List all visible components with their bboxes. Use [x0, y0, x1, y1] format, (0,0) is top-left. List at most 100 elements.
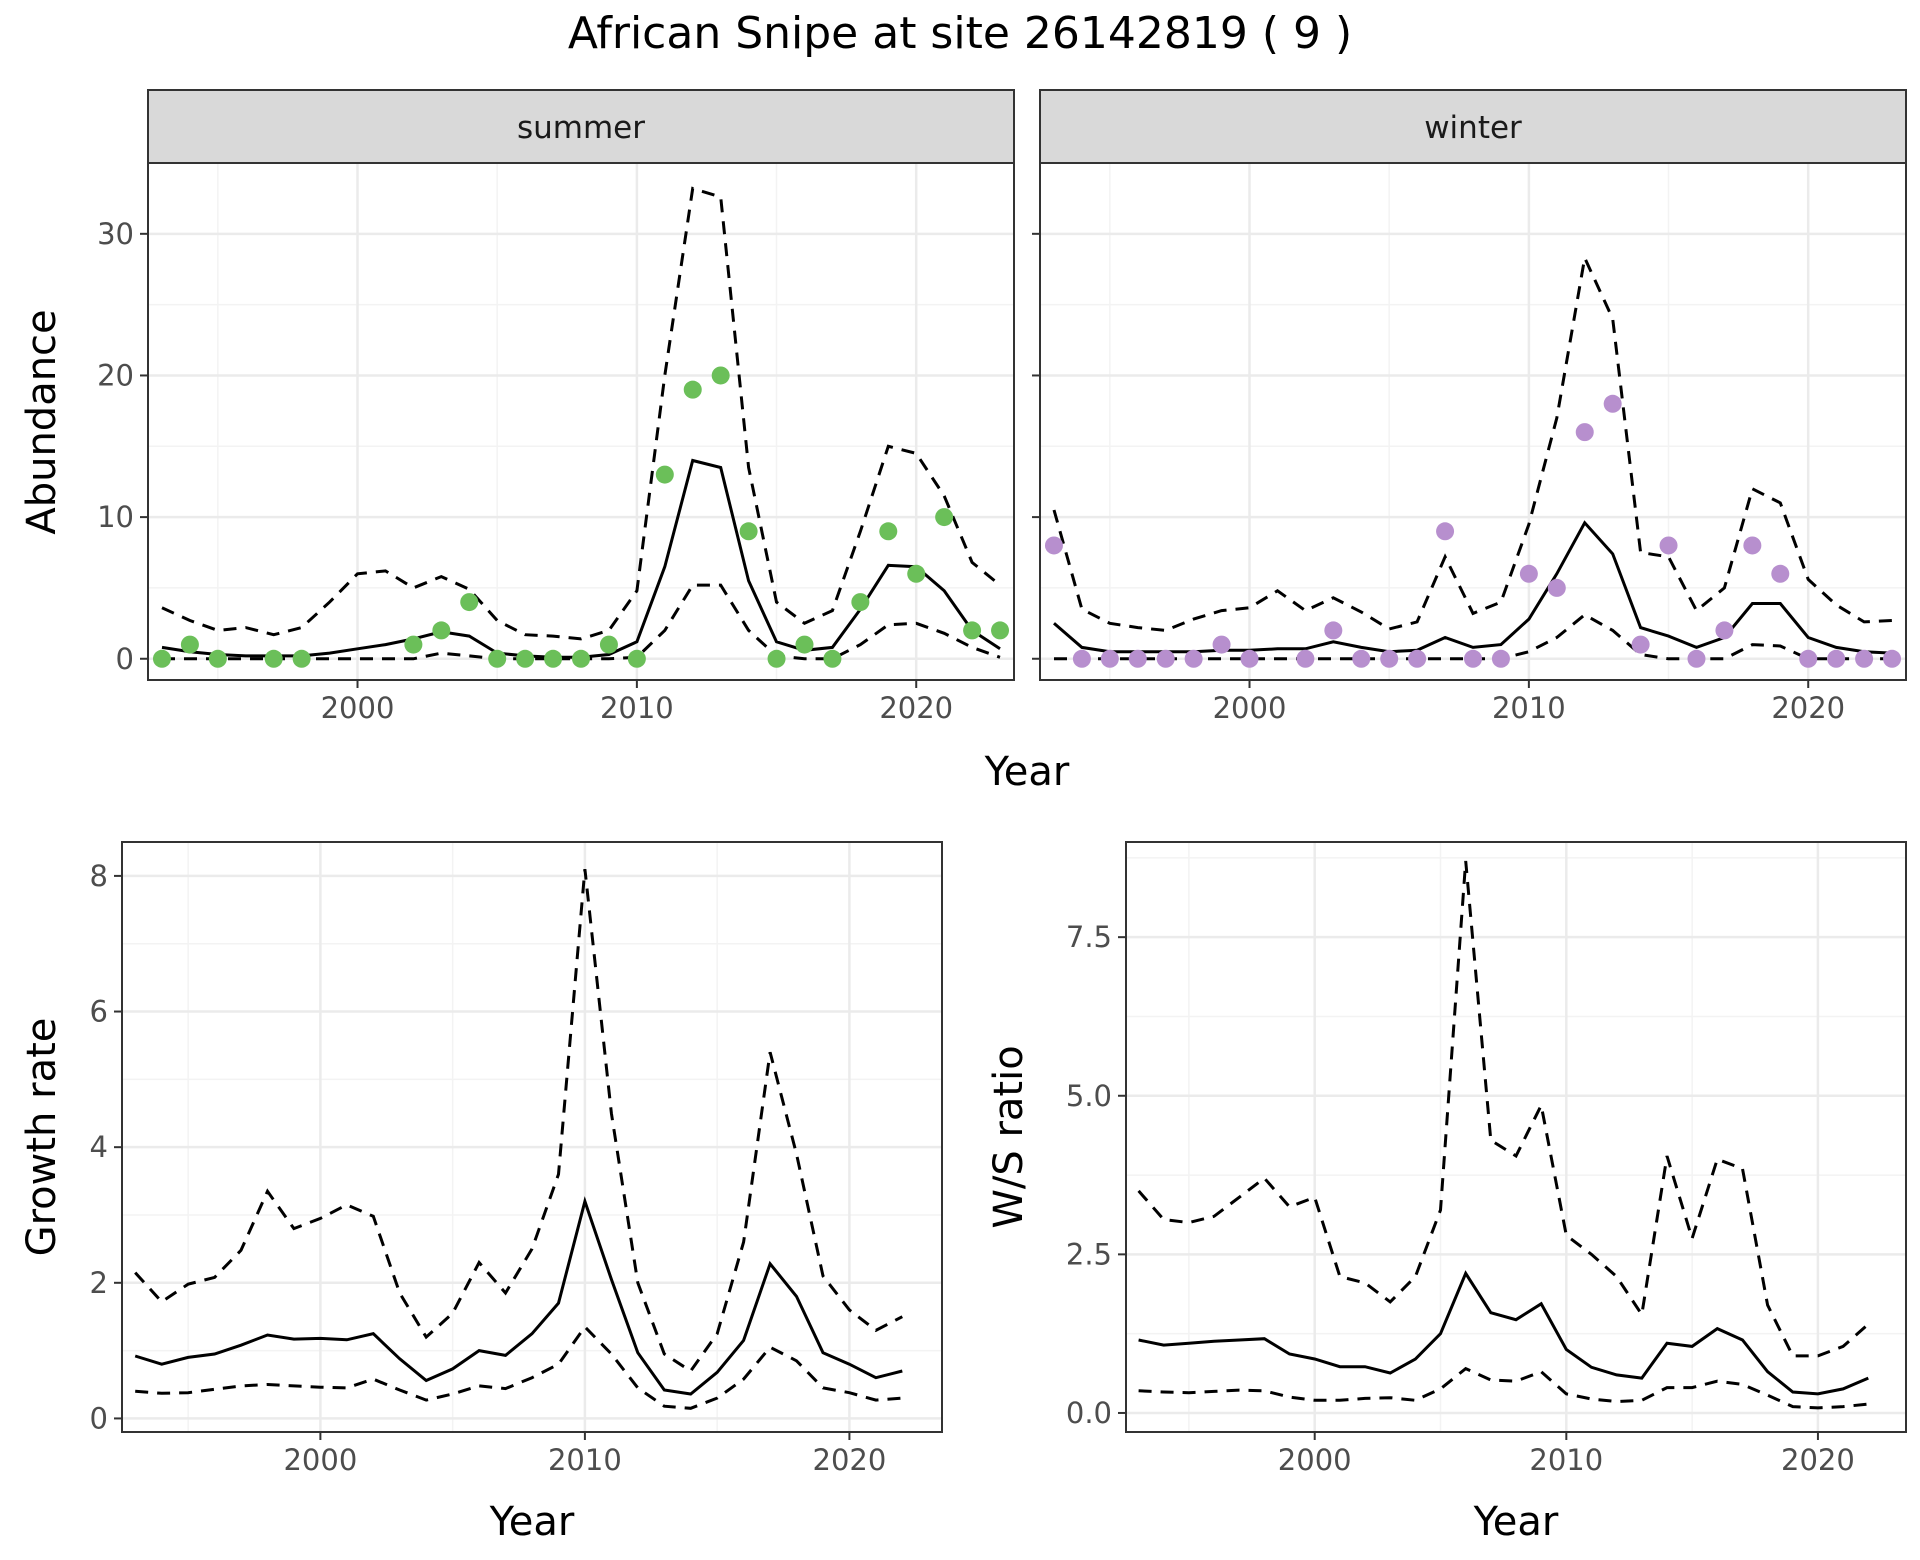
observed-point	[1575, 423, 1594, 442]
observed-point	[516, 649, 535, 668]
facet-winter: winter 2000 2010 2020	[1032, 89, 1907, 725]
observed-point	[1547, 578, 1566, 597]
observed-point	[1519, 564, 1538, 583]
x-axis-title: Year	[1473, 1499, 1559, 1545]
y-axis-title: Growth rate	[19, 1018, 65, 1257]
x-tick-label: 2010	[600, 691, 674, 725]
observed-point	[683, 380, 702, 399]
observed-point	[1743, 536, 1762, 555]
observed-point	[1771, 564, 1790, 583]
x-tick-label: 2000	[1278, 1443, 1352, 1477]
observed-point	[767, 649, 786, 668]
observed-point	[1072, 649, 1091, 668]
observed-point	[264, 649, 283, 668]
observed-point	[935, 508, 954, 527]
y-tick-label: 0	[116, 642, 134, 676]
observed-point	[739, 522, 758, 541]
observed-point	[991, 621, 1010, 640]
observed-point	[851, 593, 870, 612]
observed-point	[432, 621, 451, 640]
x-axis-title: Year	[984, 749, 1070, 795]
panel-border	[1125, 841, 1907, 1433]
observed-point	[823, 649, 842, 668]
observed-point	[1827, 649, 1846, 668]
x-tick-label: 2020	[1771, 691, 1845, 725]
y-tick-label: 30	[97, 217, 134, 251]
observed-point	[1184, 649, 1203, 668]
observed-point	[180, 635, 199, 654]
ws-ratio-panel: 2000 2010 2020 0.0 2.5 5.0 7.5 Year W/S ratio	[986, 841, 1907, 1545]
y-tick-label: 0	[90, 1401, 108, 1435]
chart-title: African Snipe at site 26142819 ( 9 )	[567, 8, 1353, 59]
facet-strip-label: summer	[517, 110, 645, 146]
x-tick-label: 2020	[813, 1443, 887, 1477]
lower-bound-line	[135, 1324, 903, 1410]
observed-point	[460, 593, 479, 612]
y-tick-label: 10	[97, 500, 134, 534]
observed-point	[599, 635, 618, 654]
x-tick-label: 2010	[1492, 691, 1566, 725]
y-tick-label: 4	[90, 1130, 108, 1164]
mean-line	[134, 1196, 903, 1396]
facet-strip	[147, 89, 1015, 164]
y-tick-label: 5.0	[1066, 1079, 1112, 1113]
upper-bound-line	[134, 868, 903, 1374]
observed-point	[907, 564, 926, 583]
y-tick-label: 2.5	[1066, 1237, 1112, 1271]
observed-point	[1240, 649, 1259, 668]
y-tick-label: 8	[90, 859, 108, 893]
observed-point	[404, 635, 423, 654]
observed-point	[795, 635, 814, 654]
panel-border	[1039, 162, 1907, 681]
x-axis-title: Year	[489, 1499, 575, 1545]
observed-point	[488, 649, 507, 668]
observed-point	[1128, 649, 1147, 668]
observed-point	[1156, 649, 1175, 668]
observed-point	[963, 621, 982, 640]
lower-bound-line	[1138, 1366, 1869, 1410]
upper-bound-line	[1052, 252, 1893, 632]
y-tick-label: 0.0	[1066, 1396, 1112, 1430]
observed-point	[1491, 649, 1510, 668]
observed-point	[1436, 522, 1455, 541]
observed-point	[1100, 649, 1119, 668]
mean-line	[1138, 1270, 1869, 1396]
growth-rate-panel: 2000 2010 2020 0 2 4 6 8 Year Growth rate	[19, 841, 943, 1545]
plot-background	[148, 163, 1014, 680]
x-tick-label: 2000	[283, 1443, 357, 1477]
observed-point	[1408, 649, 1427, 668]
observed-point	[711, 366, 730, 385]
observed-point	[627, 649, 646, 668]
y-tick-label: 6	[90, 995, 108, 1029]
observed-point	[1715, 621, 1734, 640]
facet-summer: summer 2000 2010 2020 0 10 20 30	[97, 89, 1015, 725]
plot-background	[1040, 163, 1906, 680]
observed-point	[1603, 394, 1622, 413]
observed-point	[572, 649, 590, 668]
y-axis-title: W/S ratio	[986, 1045, 1032, 1228]
observed-point	[152, 649, 171, 668]
y-axis-title: Abundance	[19, 309, 65, 534]
upper-bound-line	[161, 186, 1001, 641]
facet-strip-label: winter	[1424, 110, 1522, 146]
y-tick-label: 20	[97, 358, 134, 392]
x-tick-label: 2000	[321, 691, 395, 725]
observed-point	[292, 649, 311, 668]
observed-point	[1212, 635, 1231, 654]
observed-point	[1044, 536, 1063, 555]
observed-point	[1687, 649, 1706, 668]
observed-point	[1659, 536, 1678, 555]
x-tick-label: 2020	[1781, 1443, 1855, 1477]
observed-point	[1631, 635, 1650, 654]
x-tick-label: 2020	[879, 691, 953, 725]
observed-point	[879, 522, 898, 541]
plot-background	[1126, 842, 1906, 1432]
observed-point	[1855, 649, 1874, 668]
observed-point	[1883, 649, 1902, 668]
observed-point	[1352, 649, 1371, 668]
observed-point	[544, 649, 563, 668]
observed-point	[208, 649, 227, 668]
abundance-facet-panels: summer 2000 2010 2020 0 10 20 30 winter 2000 2010 2…	[19, 89, 1907, 795]
panel-border	[121, 841, 943, 1433]
